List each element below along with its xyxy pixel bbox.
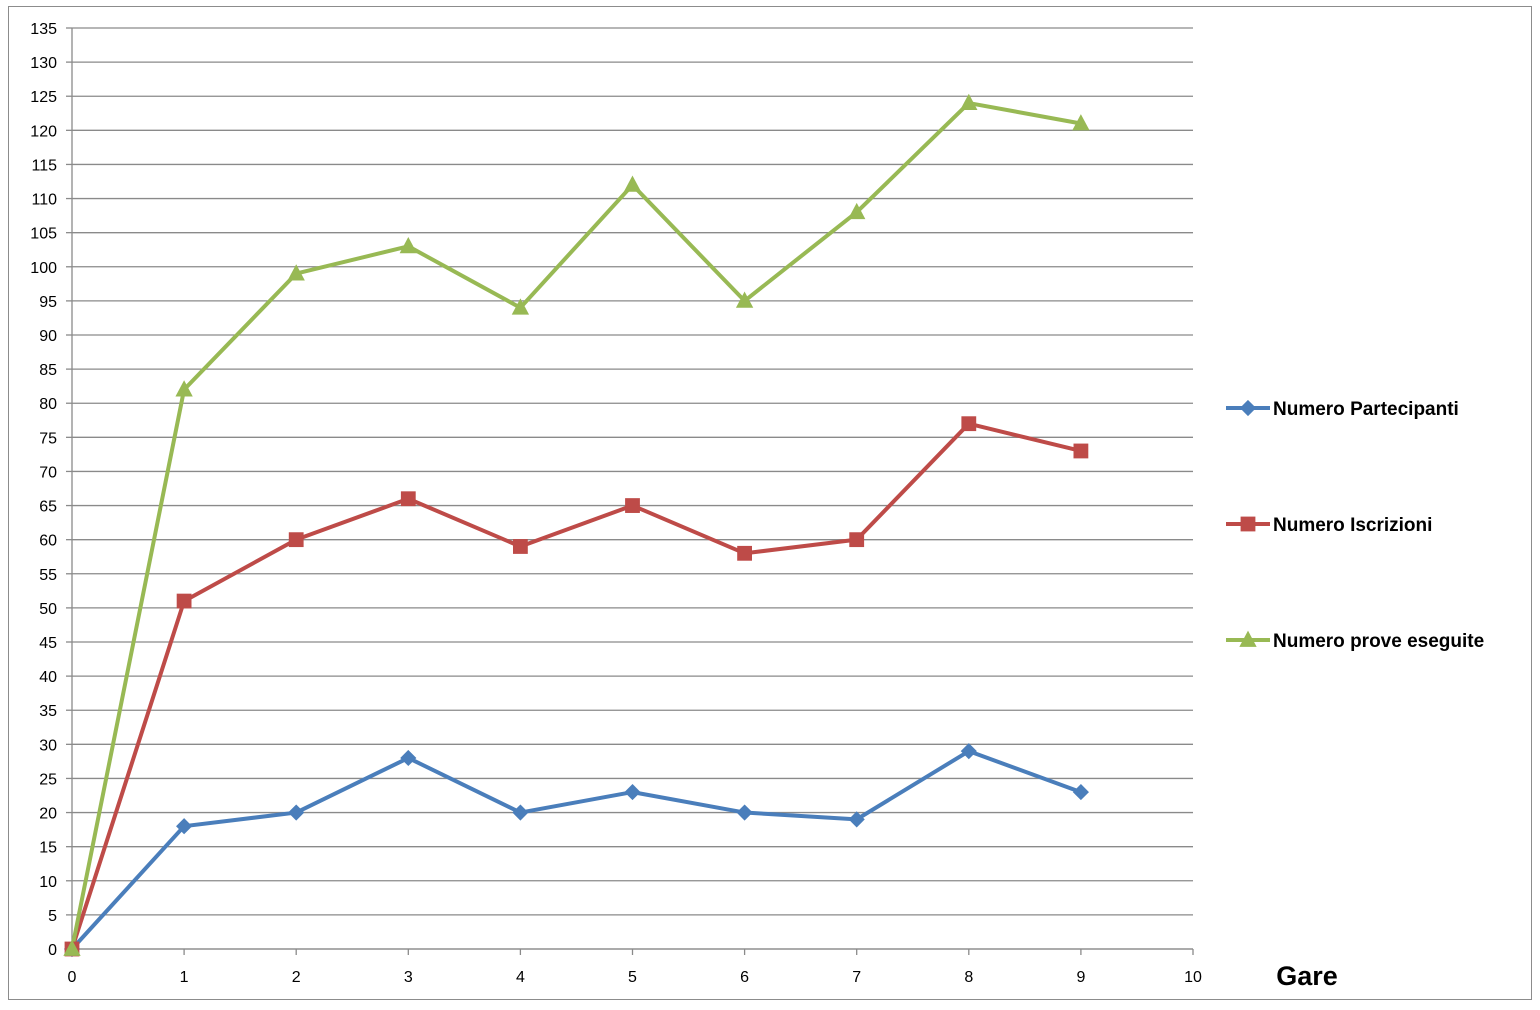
series-lines	[70, 101, 1083, 951]
x-tick-label: 7	[852, 969, 861, 986]
x-tick-label: 0	[68, 969, 77, 986]
data-point-numero-prove-eseguite	[735, 291, 754, 308]
data-point-numero-iscrizioni	[400, 491, 416, 507]
data-point-numero-iscrizioni	[737, 545, 752, 561]
y-tick-label: 5	[48, 908, 57, 925]
x-tick-label: 1	[180, 969, 189, 986]
data-point-numero-prove-eseguite	[511, 298, 530, 315]
y-tick-label: 30	[39, 737, 57, 754]
y-tick-label: 100	[30, 260, 57, 277]
data-point-numero-partecipanti	[736, 804, 753, 821]
y-tick-label: 0	[48, 942, 57, 959]
x-tick-label: 8	[964, 969, 973, 986]
y-tick-label: 125	[30, 89, 57, 106]
x-tick-label: 9	[1076, 969, 1085, 986]
grid-lines	[72, 27, 1193, 950]
y-tick-label: 55	[39, 567, 57, 584]
data-point-numero-partecipanti	[624, 784, 641, 801]
data-point-numero-partecipanti	[1072, 784, 1089, 801]
legend-item-numero-prove-eseguite: Numero prove eseguite	[1226, 630, 1484, 652]
y-axis-tick-labels: 0 5 10 15 20 25 30 35 40 45 50 55 60 65 70 75 80 85 90 95 10…	[30, 21, 57, 959]
legend-swatch-marker	[1239, 630, 1257, 647]
data-point-numero-prove-eseguite	[960, 93, 978, 110]
y-tick-label: 10	[39, 874, 57, 891]
y-tick-label: 45	[39, 635, 57, 652]
data-point-numero-iscrizioni	[961, 416, 977, 432]
data-point-numero-partecipanti	[288, 804, 305, 821]
x-axis-tick-labels: 0 1 2 3 4 5 6 7 8 9 10	[68, 969, 1202, 986]
chart-frame	[8, 6, 1532, 1000]
data-point-numero-prove-eseguite	[175, 380, 193, 397]
x-tick-label: 4	[516, 969, 525, 986]
x-tick-label: 6	[740, 969, 749, 986]
legend-label: Numero prove eseguite	[1273, 631, 1484, 652]
data-point-numero-prove-eseguite	[63, 939, 81, 956]
data-point-numero-iscrizioni	[176, 593, 192, 609]
y-tick-label: 65	[39, 499, 57, 516]
y-tick-label: 70	[39, 464, 57, 481]
data-point-numero-partecipanti	[848, 811, 865, 828]
y-tick-label: 85	[39, 362, 57, 379]
y-tick-label: 105	[30, 226, 57, 243]
x-tick-label: 10	[1184, 969, 1202, 986]
data-point-numero-prove-eseguite	[287, 264, 305, 281]
legend-swatch-marker	[1240, 516, 1256, 532]
data-point-numero-iscrizioni	[288, 532, 304, 548]
x-axis-title: Gare	[1276, 961, 1338, 991]
y-tick-label: 135	[30, 21, 57, 38]
series-line-numero-iscrizioni	[70, 421, 1083, 951]
y-tick-label: 20	[39, 806, 57, 823]
y-tick-label: 90	[39, 328, 57, 345]
y-tick-label: 95	[39, 294, 57, 311]
y-tick-label: 110	[31, 192, 57, 209]
y-tick-label: 120	[30, 123, 57, 140]
data-point-numero-partecipanti	[512, 804, 529, 821]
x-tick-label: 5	[628, 969, 637, 986]
legend: Numero Partecipanti Numero Iscrizioni Nume…	[1226, 399, 1484, 652]
data-point-numero-prove-eseguite	[399, 236, 417, 254]
legend-label: Numero Iscrizioni	[1273, 515, 1432, 536]
data-point-numero-prove-eseguite	[848, 202, 866, 220]
data-point-numero-partecipanti	[960, 743, 977, 760]
y-tick-label: 40	[39, 669, 57, 686]
y-tick-label: 60	[39, 533, 57, 550]
series-markers	[63, 93, 1090, 958]
legend-label: Numero Partecipanti	[1273, 399, 1459, 420]
series-line-numero-prove-eseguite	[70, 101, 1083, 951]
data-point-numero-prove-eseguite	[623, 175, 642, 192]
y-tick-label: 15	[39, 840, 57, 857]
y-tick-label: 80	[39, 396, 57, 413]
y-tick-label: 75	[39, 430, 57, 447]
y-tick-label: 115	[31, 157, 57, 174]
data-point-numero-iscrizioni	[849, 532, 865, 548]
y-tick-label: 35	[39, 703, 57, 720]
y-tick-label: 50	[39, 601, 57, 618]
data-point-numero-partecipanti	[400, 749, 417, 767]
axes	[66, 27, 1194, 955]
data-point-numero-iscrizioni	[1073, 443, 1089, 459]
data-point-numero-iscrizioni	[513, 539, 528, 554]
legend-item-numero-iscrizioni: Numero Iscrizioni	[1226, 515, 1432, 536]
legend-swatch-marker	[1239, 399, 1257, 417]
y-tick-label: 130	[30, 55, 57, 72]
y-tick-label: 25	[39, 771, 57, 788]
series-line-numero-partecipanti	[70, 749, 1083, 951]
x-tick-label: 2	[292, 969, 301, 986]
x-tick-label: 3	[404, 969, 413, 986]
data-point-numero-iscrizioni	[625, 498, 640, 513]
legend-item-numero-partecipanti: Numero Partecipanti	[1226, 399, 1459, 420]
data-point-numero-prove-eseguite	[1072, 114, 1090, 131]
data-point-numero-partecipanti	[176, 818, 193, 835]
